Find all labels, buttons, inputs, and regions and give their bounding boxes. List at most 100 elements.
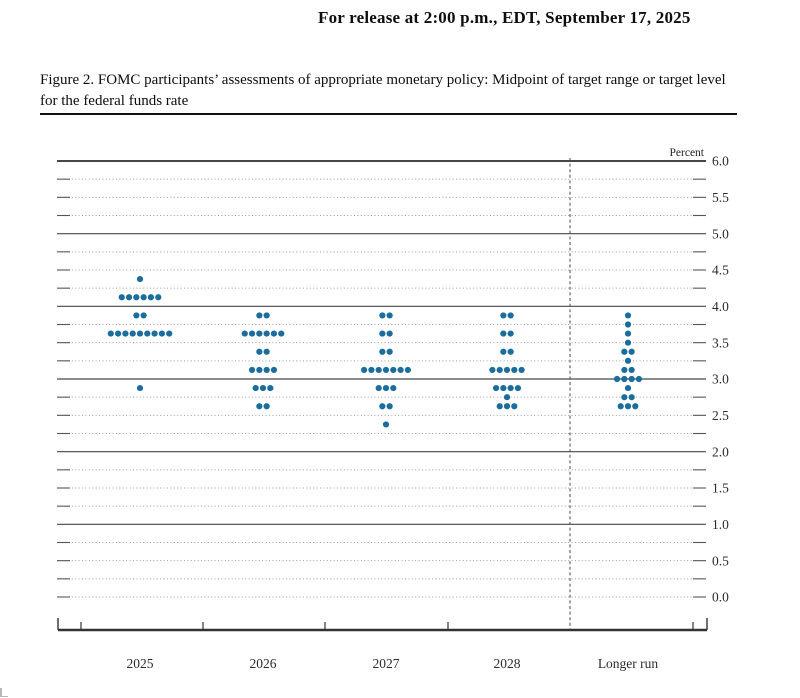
fomc-dot	[136, 275, 144, 283]
fomc-dot	[404, 366, 411, 374]
fomc-dot	[270, 366, 278, 374]
fomc-dot	[259, 384, 267, 392]
fomc-dot	[511, 403, 518, 410]
fomc-dot	[621, 348, 628, 355]
fomc-dot	[379, 312, 386, 319]
fomc-dot	[140, 294, 147, 301]
dots-2027	[361, 312, 411, 428]
fomc-dot	[503, 403, 511, 410]
category-label: Longer run	[598, 656, 659, 671]
fomc-dot	[624, 330, 632, 337]
y-axis-label: 6.0	[712, 154, 729, 169]
fomc-dot	[386, 312, 393, 319]
fomc-dot	[635, 375, 643, 383]
fomc-dot	[386, 403, 393, 410]
category-label: 2028	[494, 656, 521, 671]
fomc-dot	[628, 366, 635, 374]
fomc-dot	[256, 366, 263, 374]
release-line: For release at 2:00 p.m., EDT, September…	[318, 8, 691, 27]
fomc-dot	[256, 312, 263, 319]
fomc-dot	[263, 403, 270, 410]
fomc-dot	[147, 294, 155, 301]
fomc-dot	[382, 366, 390, 374]
fomc-dot	[624, 321, 632, 328]
fomc-dot	[507, 312, 514, 319]
fomc-dot	[514, 384, 522, 392]
fomc-dot	[632, 403, 639, 410]
fomc-dot	[241, 330, 248, 337]
fomc-dot	[125, 294, 133, 301]
fomc-dot	[155, 294, 162, 301]
y-axis-label: 5.5	[712, 190, 729, 205]
fomc-dot	[621, 394, 628, 401]
fomc-dot	[489, 366, 496, 374]
fomc-dot	[278, 330, 285, 337]
fomc-dot	[507, 348, 514, 355]
fomc-dot	[267, 384, 274, 392]
fomc-dot	[379, 403, 386, 410]
fomc-dot	[507, 330, 514, 337]
fomc-dot	[122, 330, 129, 337]
fomc-dot	[397, 366, 404, 374]
fomc-dot	[621, 375, 628, 383]
fomc-dot	[624, 339, 632, 346]
fomc-dot	[252, 384, 259, 392]
fomc-dot	[624, 403, 632, 410]
fomc-dot	[151, 330, 158, 337]
fomc-dot	[492, 384, 500, 392]
y-axis-label: 1.0	[712, 517, 729, 532]
fomc-dot	[133, 312, 140, 319]
dots-longer-run	[613, 312, 643, 410]
fomc-dot	[382, 384, 390, 392]
fomc-dot	[368, 366, 375, 374]
fomc-dot	[500, 384, 507, 392]
y-ticks	[57, 178, 706, 598]
fomc-dot	[270, 330, 278, 337]
fomc-dot	[503, 394, 511, 401]
fomc-dot	[256, 403, 263, 410]
fomc-dot	[382, 421, 390, 428]
fomc-dot	[628, 394, 635, 401]
fomc-dot	[361, 366, 368, 374]
category-label: 2027	[373, 656, 400, 671]
x-axis	[57, 618, 708, 632]
fomc-dot	[390, 384, 397, 392]
fomc-dot	[256, 330, 263, 337]
fomc-dot	[263, 366, 270, 374]
fomc-dot	[613, 375, 621, 383]
fomc-dot	[263, 330, 270, 337]
fomc-dot	[379, 330, 386, 337]
figure-caption: Figure 2. FOMC participants’ assessments…	[40, 72, 726, 110]
y-axis-labels: 0.0 0.5 1.0 1.5 2.0 2.5 3.0 3.5 4.0 4.5 5.0 5.5 6.0	[712, 154, 729, 605]
fomc-dot	[500, 312, 507, 319]
fomc-dot	[379, 348, 386, 355]
dots-2028	[489, 312, 525, 410]
fomc-dot	[136, 384, 144, 392]
fomc-dot	[624, 312, 632, 319]
fomc-dot	[503, 366, 511, 374]
y-axis-label: 5.0	[712, 226, 729, 241]
fomc-dot	[507, 384, 514, 392]
y-axis-label: 1.5	[712, 481, 729, 496]
fomc-dot	[263, 348, 270, 355]
fomc-dot	[140, 312, 147, 319]
fomc-dot	[500, 330, 507, 337]
fomc-dot	[158, 330, 165, 337]
y-axis-label: 3.5	[712, 335, 729, 350]
fomc-dot	[136, 330, 144, 337]
y-axis-label: 0.5	[712, 553, 729, 568]
fomc-dot	[166, 330, 173, 337]
fomc-dot	[496, 366, 503, 374]
fomc-dot	[628, 375, 635, 383]
y-axis-label: 2.0	[712, 444, 729, 459]
fomc-dot	[133, 294, 140, 301]
dots-2025	[107, 275, 173, 392]
fomc-dot	[518, 366, 525, 374]
caption-rule	[40, 113, 737, 115]
fomc-dot	[107, 330, 114, 337]
fomc-dot	[624, 384, 632, 392]
fomc-dot	[511, 366, 518, 374]
fomc-dot	[617, 403, 624, 410]
y-axis-label: 2.5	[712, 408, 729, 423]
